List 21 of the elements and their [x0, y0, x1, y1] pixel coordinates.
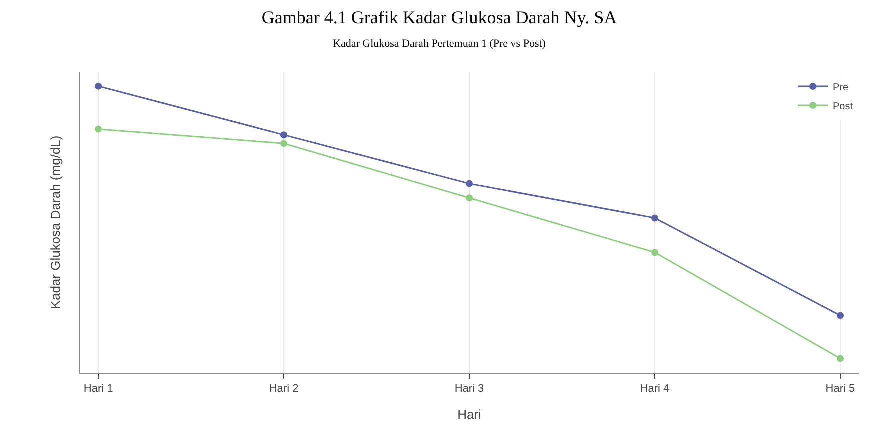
point [836, 312, 844, 320]
point [95, 82, 102, 90]
point [651, 249, 658, 256]
x-tick-label: Hari 5 [826, 383, 856, 396]
x-tick-label: Hari 2 [269, 383, 299, 396]
point [836, 355, 844, 362]
y-axis-title: Kadar Glukosa Darah (mg/dL) [48, 136, 63, 310]
x-tick-label: Hari 4 [640, 383, 670, 396]
x-tick-label: Hari 1 [84, 383, 114, 396]
legend-label: Pre [833, 82, 849, 94]
point [280, 132, 288, 139]
point [95, 126, 102, 133]
point [466, 180, 473, 188]
chart-title: Gambar 4.1 Grafik Kadar Glukosa Darah Ny. SA [262, 8, 618, 28]
legend-label: Post [833, 101, 854, 112]
x-axis-title: Hari [458, 406, 482, 422]
x-tick-label: Hari 3 [454, 383, 484, 396]
point [651, 214, 658, 222]
point [466, 194, 473, 202]
point [280, 140, 288, 148]
chart-subtitle: Kadar Glukosa Darah Pertemuan 1 (Pre vs Post) [333, 38, 546, 50]
